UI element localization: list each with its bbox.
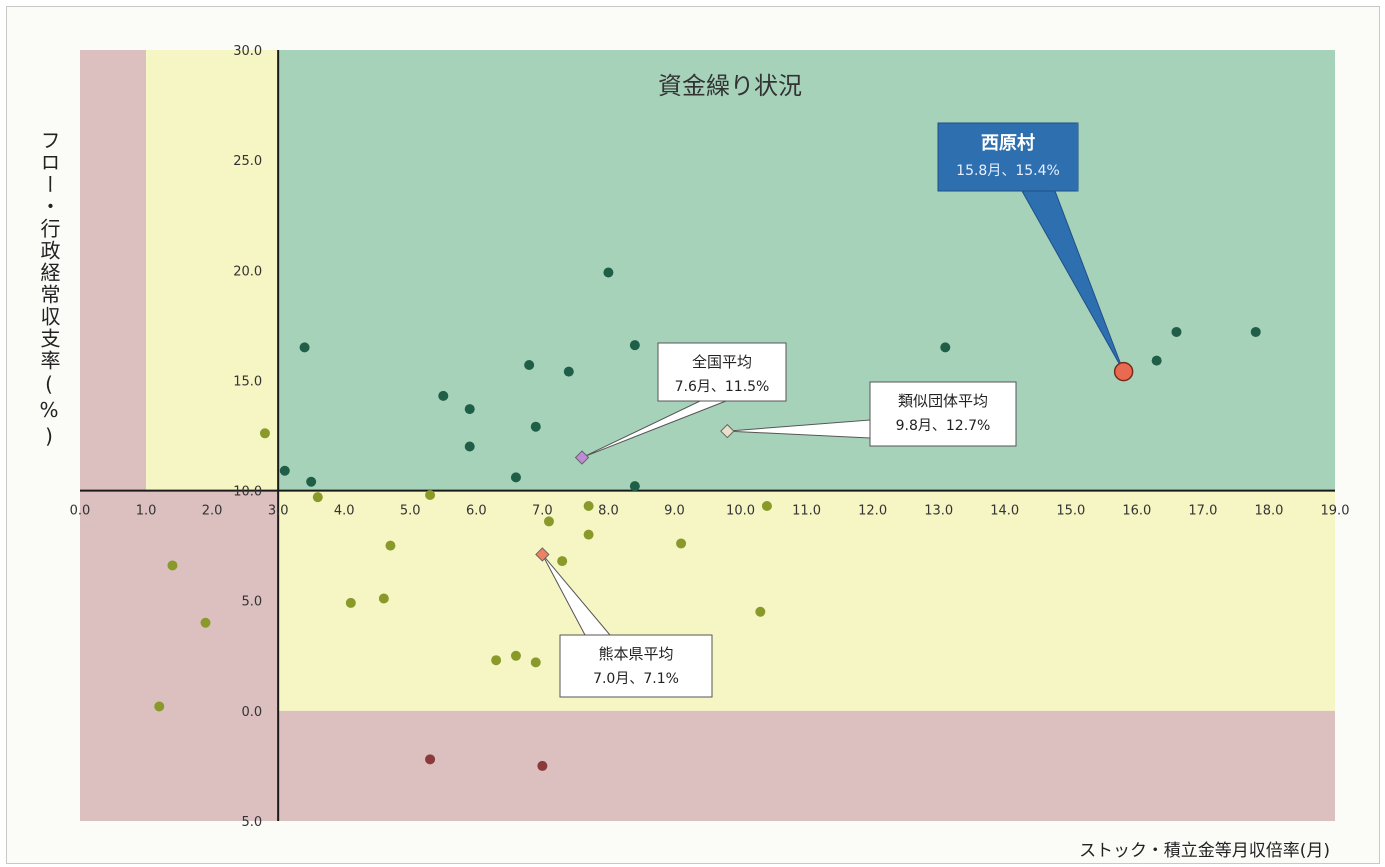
tick-labels: 0.0 1.0 2.0 3.0 4.0 5.0 6.0 7.0 8.0 9.0 10.0 11.0 12… xyxy=(70,44,1350,830)
x-tick-label: 17.0 xyxy=(1188,504,1217,519)
x-tick-label: 12.0 xyxy=(858,504,887,519)
data-point xyxy=(438,390,449,401)
zone-green xyxy=(278,50,1335,491)
callout-title: 熊本県平均 xyxy=(598,645,673,663)
y-tick-label: 5.0 xyxy=(241,595,262,610)
x-tick-label: 8.0 xyxy=(598,504,619,519)
data-point xyxy=(676,538,687,549)
x-tick-label: 13.0 xyxy=(924,504,953,519)
y-tick-label: 5.0 xyxy=(241,815,262,830)
data-point xyxy=(557,556,568,567)
callout-title: 全国平均 xyxy=(692,353,752,371)
data-point xyxy=(510,472,521,483)
zones-layer xyxy=(80,50,1335,821)
highlight-point-diamond xyxy=(574,450,590,465)
callout-seam xyxy=(1076,123,1078,191)
data-point xyxy=(425,489,436,500)
data-point xyxy=(167,560,178,571)
data-point xyxy=(761,500,772,511)
x-tick-label: 14.0 xyxy=(990,504,1019,519)
x-tick-label: 5.0 xyxy=(400,504,421,519)
data-point xyxy=(259,428,270,439)
x-tick-label: 18.0 xyxy=(1254,504,1283,519)
zone-yellow-lower xyxy=(278,490,1335,711)
data-point xyxy=(154,701,165,712)
callout-value: 9.8月、12.7% xyxy=(896,418,991,434)
zone-red-upper-left xyxy=(80,50,147,491)
x-tick-label: 0.0 xyxy=(70,504,91,519)
data-point xyxy=(464,441,475,452)
data-point xyxy=(306,476,317,487)
data-point xyxy=(299,342,310,353)
y-tick-label: 15.0 xyxy=(233,374,262,389)
data-point xyxy=(940,342,951,353)
data-point xyxy=(583,500,594,511)
y-axis-label: フロー・行政経常収支率(%) xyxy=(37,130,61,450)
y-tick-label: 0.0 xyxy=(241,705,262,720)
data-point xyxy=(510,650,521,661)
callout-value: 15.8月、15.4% xyxy=(956,163,1060,179)
y-tick-label: 20.0 xyxy=(233,264,262,279)
callout-box xyxy=(869,381,1017,447)
data-point xyxy=(524,360,535,371)
x-tick-label: 10.0 xyxy=(726,504,755,519)
data-point xyxy=(200,617,211,628)
x-tick-label: 7.0 xyxy=(532,504,553,519)
highlight-point-circle xyxy=(1113,361,1134,382)
callout-box xyxy=(937,122,1079,192)
x-tick-label: 6.0 xyxy=(466,504,487,519)
data-point xyxy=(345,597,356,608)
x-axis-label: ストック・積立金等月収倍率(月) xyxy=(1079,841,1330,861)
axes-layer xyxy=(80,50,1335,821)
x-tick-label: 16.0 xyxy=(1122,504,1151,519)
data-point xyxy=(629,481,640,492)
callout-title: 類似団体平均 xyxy=(898,392,988,410)
x-tick-label: 1.0 xyxy=(136,504,157,519)
y-tick-label: 25.0 xyxy=(233,154,262,169)
x-tick-label: 11.0 xyxy=(792,504,821,519)
data-point xyxy=(312,492,323,503)
zone-yellow-upper xyxy=(146,50,279,491)
y-tick-label: 10.0 xyxy=(233,485,262,500)
data-point xyxy=(583,529,594,540)
highlight-point-diamond xyxy=(535,547,550,562)
chart-title: 資金繰り状況 xyxy=(658,72,802,100)
data-point xyxy=(543,516,554,527)
data-point xyxy=(530,421,541,432)
data-point xyxy=(385,540,396,551)
data-points xyxy=(154,267,1261,771)
data-point xyxy=(425,754,436,765)
data-point xyxy=(1151,355,1162,366)
highlight-point-diamond xyxy=(720,423,735,439)
callout-box xyxy=(559,634,713,698)
callout-value: 7.6月、11.5% xyxy=(675,379,770,395)
zone-red-lower-left xyxy=(80,490,279,821)
data-point xyxy=(563,366,574,377)
callout-title: 西原村 xyxy=(981,132,1035,154)
data-point xyxy=(629,340,640,351)
x-tick-label: 19.0 xyxy=(1321,504,1350,519)
x-tick-label: 15.0 xyxy=(1056,504,1085,519)
data-point xyxy=(279,465,290,476)
y-tick-label: 30.0 xyxy=(233,44,262,59)
data-point xyxy=(378,593,389,604)
data-point xyxy=(530,657,541,668)
x-tick-label: 2.0 xyxy=(202,504,223,519)
data-point xyxy=(1250,326,1261,337)
data-point xyxy=(603,267,614,278)
data-point xyxy=(491,655,502,666)
zone-red-bottom xyxy=(278,710,1335,821)
callout-value: 7.0月、7.1% xyxy=(593,671,679,687)
data-point xyxy=(755,606,766,617)
data-point xyxy=(464,404,475,415)
data-point xyxy=(1171,326,1182,337)
x-tick-label: 9.0 xyxy=(664,504,685,519)
callout-box xyxy=(657,342,787,402)
data-point xyxy=(537,760,548,771)
highlight-points: 西原村 15.8月、15.4% 全国平均 7.6月、11.5% 類似団体平均 9.8月、1… xyxy=(535,122,1134,698)
x-tick-label: 3.0 xyxy=(268,504,289,519)
x-tick-label: 4.0 xyxy=(334,504,355,519)
